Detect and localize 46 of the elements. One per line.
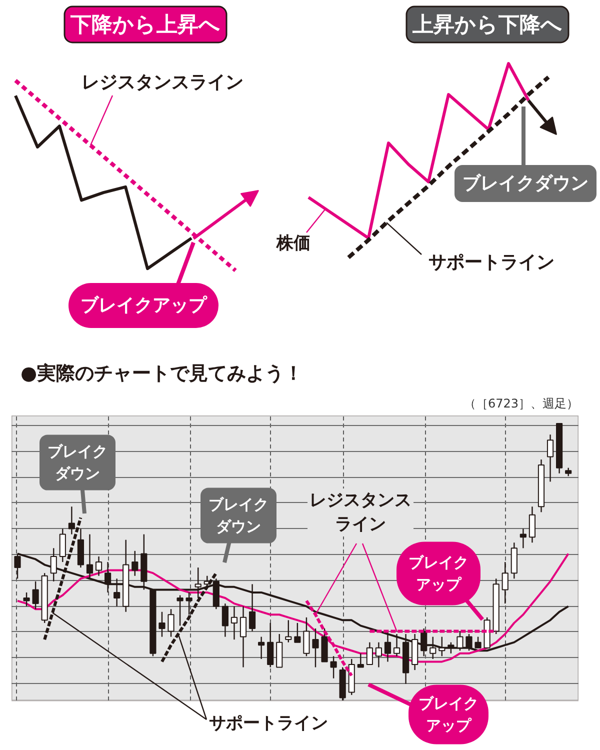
candlestick [248,584,256,632]
candlestick [546,434,554,482]
chart-subtitle: （［6723］、週足） [464,396,579,410]
series-label: レジスタンスライン [82,72,244,93]
candlestick [502,561,508,604]
candlestick [158,611,166,638]
annotation: ブレイクダウン [208,496,268,536]
candlestick [285,620,292,643]
candlestick [258,636,265,660]
candlestick [104,561,112,594]
chart-title: ●実際のチャートで見てみよう！ [20,362,304,384]
candlestick [186,592,192,616]
candlestick [330,656,337,679]
chart-title: 上昇から下降へ [412,12,562,36]
candlestick [114,578,120,607]
candlestick [294,622,301,643]
candlestick [32,580,39,610]
candlestick [194,566,202,599]
candlestick [59,528,66,563]
candlestick [366,642,373,666]
candlestick [375,642,382,668]
legend-label: 株価 [276,234,310,254]
candlestick [528,506,536,544]
annotation: ブレイクダウン [48,442,108,482]
candlestick [267,622,274,668]
text: レジスタンスライン [310,490,412,534]
candlestick [230,606,238,640]
candlestick [357,652,364,668]
candlestick [303,616,310,657]
candlestick [474,636,482,648]
text: サポートライン [428,252,554,273]
annotation: ブレイクダウン [462,173,588,194]
candlestick [95,556,102,576]
candlestick [132,550,138,576]
candlestick [168,608,174,638]
text: サポートライン [209,714,328,734]
chart-title: 下降から上昇へ [70,12,220,36]
candlestick [222,602,228,638]
annotation: ブレイクアップ [418,694,478,734]
candlestick [240,606,247,668]
candlestick [312,628,319,668]
annotation: ブレイクアップ [408,554,468,594]
candlestick [176,594,184,626]
text: ブレイクアップ [80,295,208,316]
candlestick [23,592,30,607]
candlestick [520,528,526,549]
